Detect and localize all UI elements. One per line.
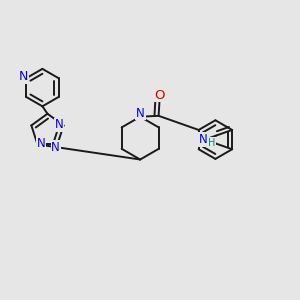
Text: O: O xyxy=(154,88,165,101)
Text: N: N xyxy=(37,137,45,150)
Text: N: N xyxy=(55,118,64,131)
Text: N: N xyxy=(136,106,145,120)
Text: N: N xyxy=(51,141,60,154)
Text: N: N xyxy=(199,133,208,146)
Text: N: N xyxy=(19,70,28,83)
Text: H: H xyxy=(208,138,215,148)
